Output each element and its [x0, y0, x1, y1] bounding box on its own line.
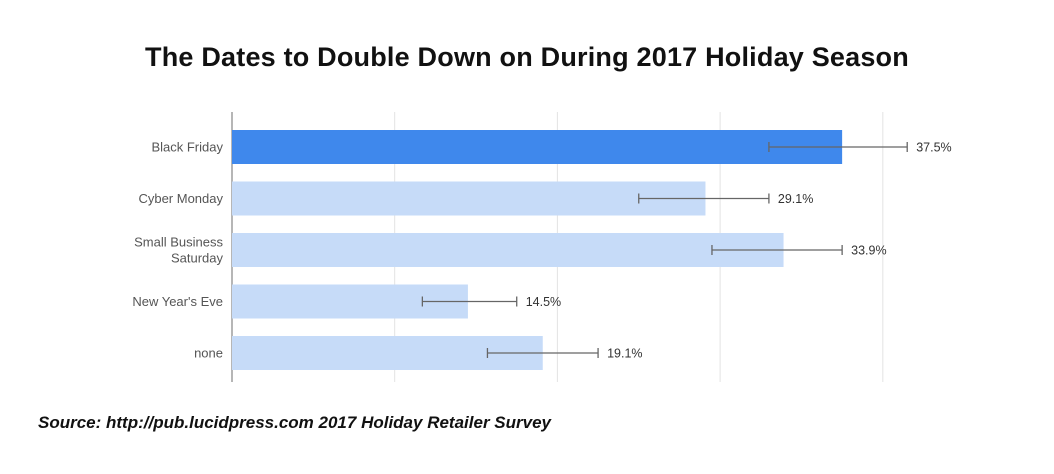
bar-2: [232, 233, 784, 267]
bars: [232, 130, 843, 370]
value-label-1: 29.1%: [778, 192, 813, 206]
value-label-2: 33.9%: [851, 244, 886, 258]
bar-chart: 37.5% Black Friday 29.1% Cyber Monday 33.9% S…: [132, 112, 952, 382]
error-bars: [421, 142, 908, 358]
bar-1: [232, 181, 706, 216]
value-label-3: 14.5%: [526, 295, 561, 309]
category-label-line: none: [194, 346, 223, 361]
category-label-line: New Year's Eve: [132, 294, 223, 309]
source-note: Source: http://pub.lucidpress.com 2017 H…: [38, 413, 551, 432]
category-label-line: Black Friday: [151, 140, 223, 155]
category-label-line: Saturday: [171, 251, 224, 266]
category-label-2: Small Business Saturday: [134, 235, 223, 266]
category-label-4: none: [194, 346, 223, 361]
labels: 37.5% Black Friday 29.1% Cyber Monday 33.9% S…: [132, 140, 951, 361]
chart-title: The Dates to Double Down on During 2017 …: [145, 42, 909, 72]
category-label-0: Black Friday: [151, 140, 223, 155]
value-label-0: 37.5%: [916, 141, 951, 155]
value-label-4: 19.1%: [607, 347, 642, 361]
category-label-1: Cyber Monday: [138, 191, 223, 206]
category-label-3: New Year's Eve: [132, 294, 223, 309]
category-label-line: Small Business: [134, 235, 223, 250]
bar-0: [232, 130, 843, 164]
category-label-line: Cyber Monday: [138, 191, 223, 206]
